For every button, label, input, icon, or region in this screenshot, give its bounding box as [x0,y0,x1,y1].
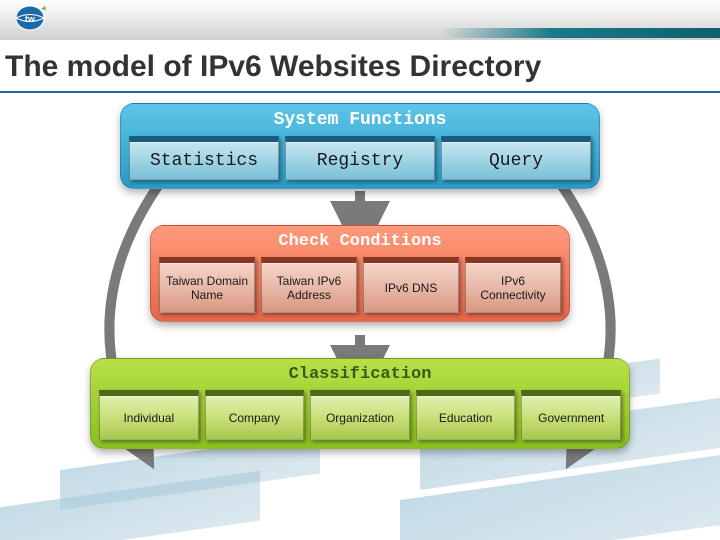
box-registry: Registry [285,136,435,180]
box-ipv6-dns: IPv6 DNS [363,257,459,313]
box-query: Query [441,136,591,180]
box-education: Education [416,390,516,440]
section-check-conditions: Check Conditions Taiwan Domain Name Taiw… [150,225,570,322]
box-taiwan-ipv6: Taiwan IPv6 Address [261,257,357,313]
svg-text:tw: tw [25,14,36,24]
section-title-check: Check Conditions [159,232,561,251]
box-company: Company [205,390,305,440]
classification-boxes: Individual Company Organization Educatio… [99,390,621,440]
diagram-container: System Functions Statistics Registry Que… [80,103,640,449]
box-statistics: Statistics [129,136,279,180]
box-organization: Organization [310,390,410,440]
box-government: Government [521,390,621,440]
header-bar: tw [0,0,720,40]
section-title-classification: Classification [99,365,621,384]
page-title: The model of IPv6 Websites Directory [0,40,720,89]
box-ipv6-connectivity: IPv6 Connectivity [465,257,561,313]
section-classification: Classification Individual Company Organi… [90,358,630,449]
title-underline [0,91,720,93]
section-title-system: System Functions [129,110,591,130]
header-accent [440,28,720,38]
logo-icon: tw [10,3,50,33]
box-taiwan-domain: Taiwan Domain Name [159,257,255,313]
system-boxes: Statistics Registry Query [129,136,591,180]
check-boxes: Taiwan Domain Name Taiwan IPv6 Address I… [159,257,561,313]
section-system-functions: System Functions Statistics Registry Que… [120,103,600,189]
box-individual: Individual [99,390,199,440]
